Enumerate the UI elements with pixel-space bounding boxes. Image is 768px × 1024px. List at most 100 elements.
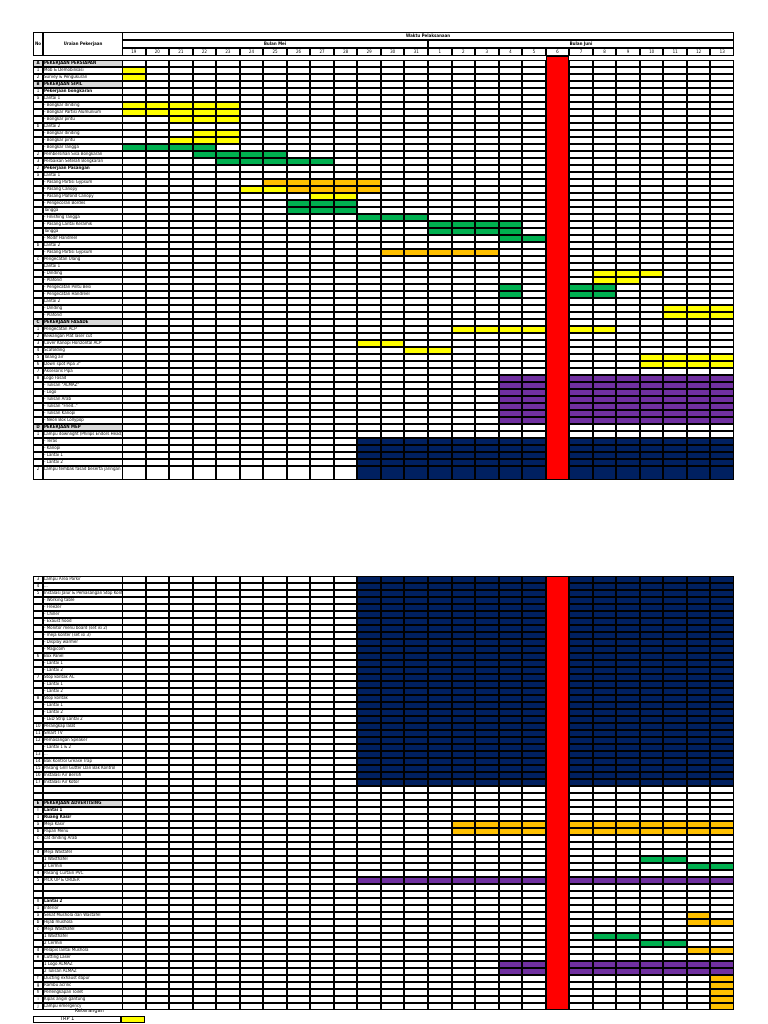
p1-grid-cell [592, 249, 617, 256]
p2-grid-cell [498, 814, 523, 821]
p2-grid-cell [239, 856, 264, 863]
p2-bar-navy [686, 702, 711, 709]
p1-bar-purple [569, 389, 593, 396]
header-day: 9 [626, 49, 630, 54]
header-day: 29 [366, 49, 372, 54]
p1-grid-cell [216, 214, 240, 221]
p1-grid-cell [192, 228, 217, 235]
p1-grid-cell [122, 179, 146, 186]
p1-grid-cell [710, 179, 734, 186]
p2-grid-cell [192, 660, 217, 667]
p1-row-text: PEKERJAAN SIPIL [44, 81, 83, 86]
p2-grid-cell [192, 933, 217, 940]
p1-grid-cell [239, 340, 264, 347]
p1-bar-navy [569, 452, 593, 459]
p2-bar-navy [592, 716, 617, 723]
p2-row-no-cell [33, 933, 43, 940]
p1-bar-yellow [239, 186, 264, 193]
p1-grid-cell [592, 179, 617, 186]
p1-grid-cell [239, 284, 264, 291]
p1-grid-cell [522, 361, 546, 368]
p1-grid-cell [404, 158, 428, 165]
p2-grid-cell [192, 590, 217, 597]
p2-grid-cell [310, 730, 334, 737]
p2-grid-cell [404, 996, 428, 1003]
p1-grid-cell [286, 284, 311, 291]
p1-bar-navy [404, 459, 428, 466]
p1-grid-cell [145, 67, 170, 74]
p2-grid-cell [192, 667, 217, 674]
p2-bar-navy [663, 583, 687, 590]
p1-grid-cell [122, 438, 146, 445]
p1-row-no-cell [33, 109, 43, 116]
p1-grid-cell [286, 88, 311, 95]
p1-bar-navy [357, 459, 381, 466]
p1-grid-cell [357, 165, 381, 172]
p2-grid-cell [192, 947, 217, 954]
p2-bar-navy [686, 751, 711, 758]
p2-grid-cell [451, 884, 476, 891]
p1-grid-cell [192, 60, 217, 67]
p1-grid-cell [616, 102, 640, 109]
p1-grid-cell [286, 116, 311, 123]
p2-grid-cell [216, 863, 240, 870]
p2-bar-navy [522, 583, 546, 590]
p1-bar-purple [686, 375, 711, 382]
p1-grid-cell [357, 81, 381, 88]
p2-grid-cell [310, 954, 334, 961]
p1-grid-cell [616, 305, 640, 312]
p2-row-no: 14 [35, 758, 41, 763]
p2-grid-cell [333, 702, 358, 709]
p1-grid-cell [569, 74, 593, 81]
p1-grid-cell [428, 137, 452, 144]
p2-grid-cell [357, 1003, 381, 1010]
p2-grid-cell [145, 772, 170, 779]
p2-bar-navy [663, 723, 687, 730]
p1-grid-cell [380, 333, 405, 340]
p2-grid-cell [145, 730, 170, 737]
p2-grid-cell [310, 639, 334, 646]
p1-bar-navy [686, 452, 711, 459]
p1-grid-cell [310, 151, 334, 158]
p2-grid-cell [122, 709, 146, 716]
p1-grid-cell [310, 67, 334, 74]
p2-bar-navy [357, 653, 381, 660]
p2-bar-navy [616, 765, 640, 772]
p1-grid-cell [216, 95, 240, 102]
p1-grid-cell [639, 81, 664, 88]
p1-grid-cell [663, 424, 687, 431]
p2-grid-cell [333, 744, 358, 751]
p1-grid-cell [522, 137, 546, 144]
p1-grid-cell [428, 298, 452, 305]
p1-grid-cell [357, 354, 381, 361]
p2-bar-navy [592, 758, 617, 765]
p1-grid-cell [639, 347, 664, 354]
p2-grid-cell [380, 849, 405, 856]
p1-grid-cell [333, 354, 358, 361]
p1-grid-cell [404, 354, 428, 361]
p1-grid-cell [263, 466, 287, 480]
p1-grid-cell [263, 424, 287, 431]
p1-grid-cell [216, 354, 240, 361]
p2-grid-cell [145, 590, 170, 597]
p2-grid-cell [333, 975, 358, 982]
p2-grid-cell [522, 793, 546, 800]
p1-grid-cell [475, 347, 499, 354]
p2-grid-cell [122, 765, 146, 772]
p1-grid-cell [686, 179, 711, 186]
p1-grid-cell [639, 130, 664, 137]
p1-grid-cell [239, 137, 264, 144]
p2-grid-cell [333, 891, 358, 898]
p2-bar-navy [380, 709, 405, 716]
p2-grid-cell [239, 611, 264, 618]
p1-grid-cell [498, 361, 523, 368]
p2-grid-cell [522, 905, 546, 912]
legend-item-label: TRP 1 [60, 1016, 75, 1022]
p2-bar-purple [451, 877, 476, 884]
p1-row-text: - Bongkar pintu [44, 137, 75, 142]
p2-row-no: 12 [35, 737, 41, 742]
p1-grid-cell [357, 347, 381, 354]
p2-grid-cell [239, 807, 264, 814]
p2-row-no: 11 [35, 730, 41, 735]
p2-grid-cell [263, 758, 287, 765]
